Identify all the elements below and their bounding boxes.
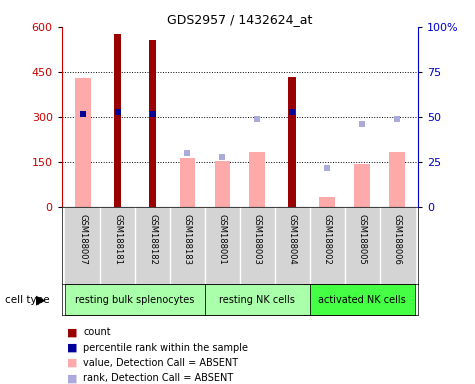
Bar [310, 284, 415, 315]
Text: GSM188182: GSM188182 [148, 214, 157, 264]
Text: GSM188005: GSM188005 [358, 214, 367, 264]
Text: resting bulk splenocytes: resting bulk splenocytes [76, 295, 195, 305]
Bar [114, 35, 122, 207]
Text: value, Detection Call = ABSENT: value, Detection Call = ABSENT [83, 358, 238, 368]
Bar [149, 40, 156, 207]
Text: cell type: cell type [5, 295, 49, 305]
Bar [288, 76, 296, 207]
Text: GSM188003: GSM188003 [253, 214, 262, 264]
Bar [240, 207, 275, 284]
Text: activated NK cells: activated NK cells [318, 295, 406, 305]
Bar [319, 197, 335, 207]
Text: GSM188007: GSM188007 [78, 214, 87, 264]
Text: GSM188183: GSM188183 [183, 214, 192, 265]
Text: count: count [83, 327, 111, 337]
Bar [65, 284, 205, 315]
Text: rank, Detection Call = ABSENT: rank, Detection Call = ABSENT [83, 373, 233, 383]
Text: percentile rank within the sample: percentile rank within the sample [83, 343, 248, 353]
Bar [205, 284, 310, 315]
Text: ■: ■ [66, 343, 77, 353]
Text: ■: ■ [66, 373, 77, 383]
Bar [215, 161, 230, 207]
Bar [100, 207, 135, 284]
Text: ■: ■ [66, 327, 77, 337]
Bar [249, 152, 265, 207]
Bar [135, 207, 170, 284]
Text: GSM188006: GSM188006 [392, 214, 401, 264]
Bar [275, 207, 310, 284]
Title: GDS2957 / 1432624_at: GDS2957 / 1432624_at [167, 13, 313, 26]
Bar [354, 164, 370, 207]
Bar [310, 207, 345, 284]
Bar [380, 207, 415, 284]
Text: GSM188001: GSM188001 [218, 214, 227, 264]
Text: GSM188002: GSM188002 [323, 214, 332, 264]
Text: ■: ■ [66, 358, 77, 368]
Bar [180, 158, 195, 207]
Bar [205, 207, 240, 284]
Bar [389, 152, 405, 207]
Text: GSM188004: GSM188004 [288, 214, 297, 264]
Text: ▶: ▶ [36, 293, 45, 306]
Bar [170, 207, 205, 284]
Bar [345, 207, 380, 284]
Bar [75, 78, 91, 207]
Text: resting NK cells: resting NK cells [219, 295, 295, 305]
Text: GSM188181: GSM188181 [113, 214, 122, 264]
Bar [65, 207, 100, 284]
